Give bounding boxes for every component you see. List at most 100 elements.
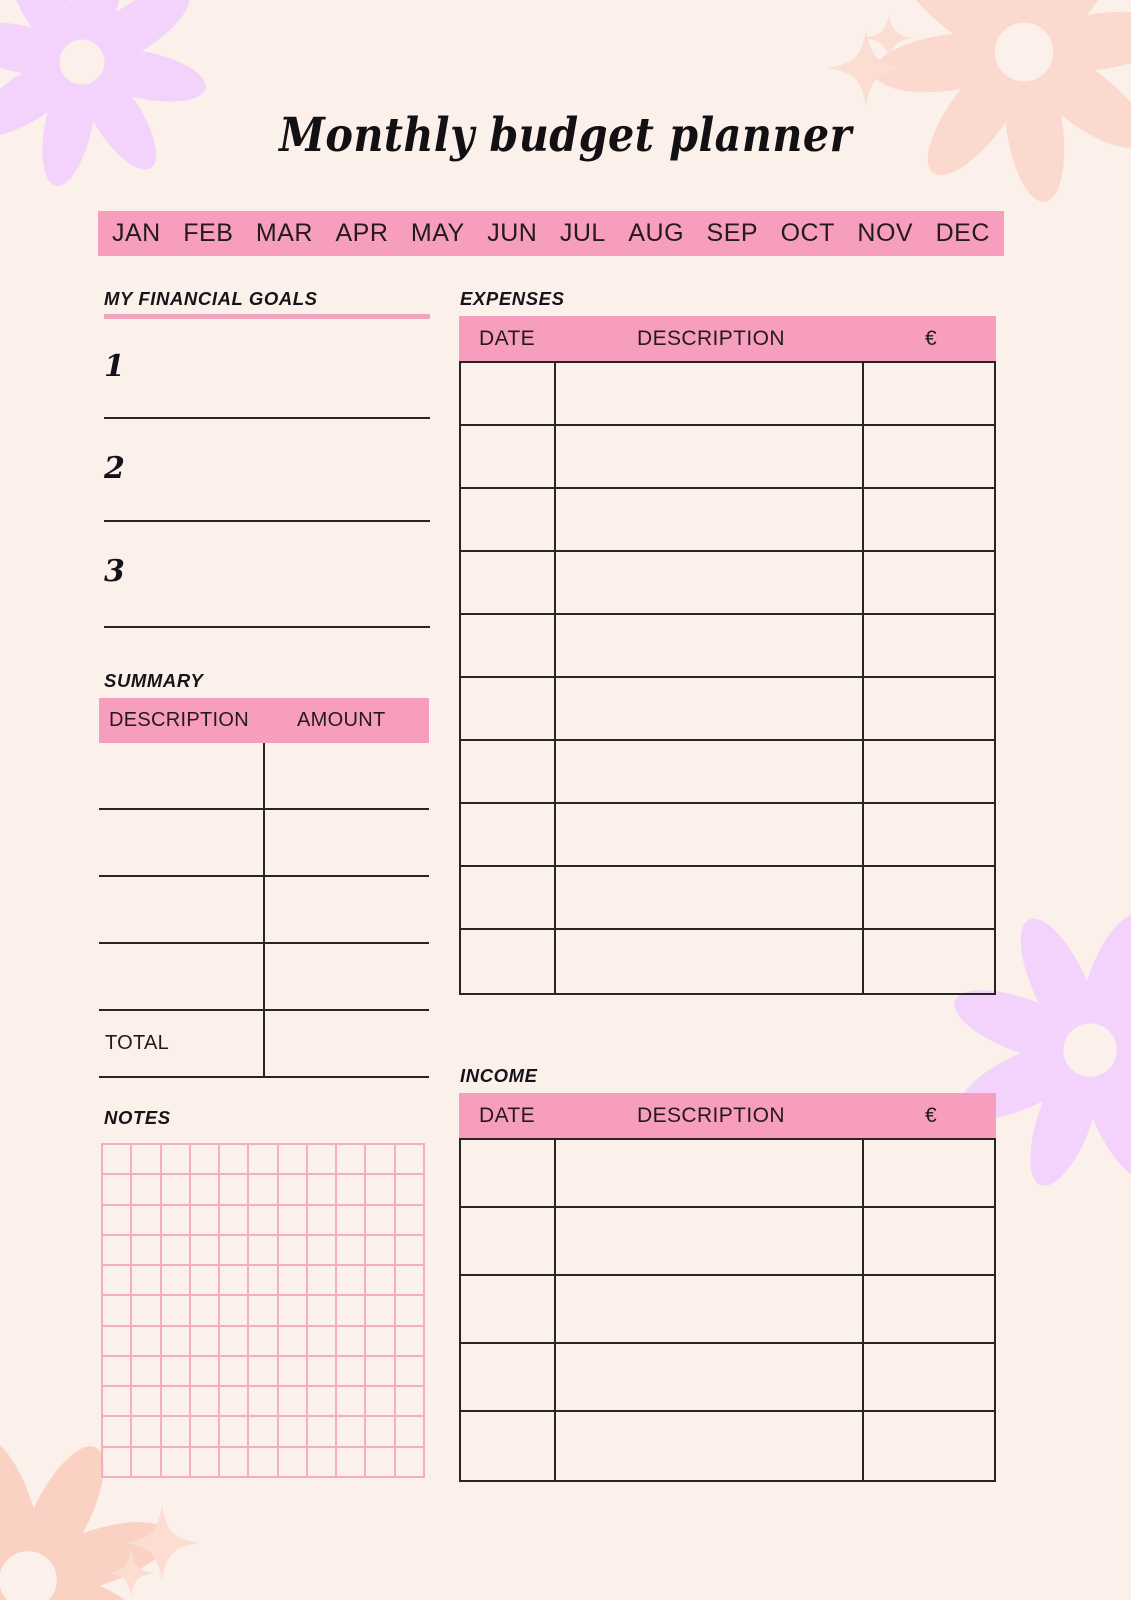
expenses-cell-description[interactable] — [556, 678, 864, 739]
notes-grid-cell[interactable] — [220, 1235, 250, 1267]
income-cell-date[interactable] — [461, 1208, 556, 1274]
notes-grid-cell[interactable] — [132, 1266, 162, 1297]
notes-grid-cell[interactable] — [103, 1296, 133, 1327]
notes-grid-cell[interactable] — [395, 1356, 425, 1388]
notes-grid-cell[interactable] — [132, 1296, 162, 1327]
month-apr[interactable]: APR — [335, 219, 389, 247]
notes-grid-cell[interactable] — [132, 1447, 162, 1478]
expenses-cell-date[interactable] — [461, 363, 556, 424]
table-row[interactable] — [461, 1344, 994, 1412]
notes-grid-cell[interactable] — [249, 1145, 279, 1176]
month-aug[interactable]: AUG — [628, 219, 685, 247]
notes-grid-cell[interactable] — [366, 1356, 396, 1388]
notes-grid-cell[interactable] — [249, 1235, 279, 1267]
notes-grid-cell[interactable] — [337, 1145, 367, 1176]
expenses-cell-date[interactable] — [461, 615, 556, 676]
notes-grid-cell[interactable] — [278, 1296, 308, 1327]
notes-grid-cell[interactable] — [307, 1235, 338, 1267]
notes-grid-cell[interactable] — [220, 1266, 250, 1297]
notes-grid-cell[interactable] — [132, 1205, 162, 1236]
notes-grid-cell[interactable] — [103, 1145, 133, 1176]
income-cell-description[interactable] — [556, 1140, 864, 1206]
notes-grid[interactable] — [101, 1143, 425, 1478]
summary-cell-description[interactable] — [99, 877, 264, 942]
notes-grid-cell[interactable] — [161, 1296, 191, 1327]
notes-grid-cell[interactable] — [220, 1175, 250, 1206]
table-row[interactable] — [461, 615, 994, 678]
notes-grid-cell[interactable] — [161, 1447, 191, 1478]
notes-grid-cell[interactable] — [395, 1235, 425, 1267]
notes-grid-cell[interactable] — [132, 1175, 162, 1206]
notes-grid-cell[interactable] — [278, 1235, 308, 1267]
notes-grid-cell[interactable] — [337, 1387, 367, 1418]
notes-grid-cell[interactable] — [161, 1387, 191, 1418]
notes-grid-cell[interactable] — [190, 1326, 221, 1357]
month-jan[interactable]: JAN — [112, 219, 161, 247]
notes-grid-cell[interactable] — [249, 1387, 279, 1418]
expenses-cell-description[interactable] — [556, 615, 864, 676]
table-row[interactable] — [461, 363, 994, 426]
notes-grid-cell[interactable] — [161, 1175, 191, 1206]
notes-grid-cell[interactable] — [307, 1175, 338, 1206]
expenses-cell-description[interactable] — [556, 426, 864, 487]
notes-grid-cell[interactable] — [249, 1447, 279, 1478]
notes-grid-cell[interactable] — [366, 1145, 396, 1176]
notes-grid-cell[interactable] — [395, 1447, 425, 1478]
expenses-cell-date[interactable] — [461, 426, 556, 487]
notes-grid-cell[interactable] — [337, 1205, 367, 1236]
income-cell-description[interactable] — [556, 1208, 864, 1274]
expenses-cell-description[interactable] — [556, 552, 864, 613]
notes-grid-cell[interactable] — [249, 1175, 279, 1206]
notes-grid-cell[interactable] — [249, 1296, 279, 1327]
notes-grid-cell[interactable] — [307, 1356, 338, 1388]
notes-grid-cell[interactable] — [307, 1296, 338, 1327]
month-may[interactable]: MAY — [410, 219, 465, 247]
notes-grid-cell[interactable] — [103, 1417, 133, 1448]
income-cell-amount[interactable] — [864, 1140, 994, 1206]
expenses-cell-description[interactable] — [556, 363, 864, 424]
expenses-cell-amount[interactable] — [864, 615, 994, 676]
notes-grid-cell[interactable] — [190, 1447, 221, 1478]
notes-grid-cell[interactable] — [220, 1356, 250, 1388]
expenses-cell-date[interactable] — [461, 804, 556, 865]
notes-grid-cell[interactable] — [307, 1145, 338, 1176]
income-cell-description[interactable] — [556, 1412, 864, 1480]
notes-grid-cell[interactable] — [132, 1145, 162, 1176]
table-row[interactable] — [461, 678, 994, 741]
months-selector[interactable]: JAN FEB MAR APR MAY JUN JUL AUG SEP OCT … — [98, 211, 1004, 256]
expenses-cell-date[interactable] — [461, 930, 556, 993]
notes-grid-cell[interactable] — [337, 1235, 367, 1267]
table-row[interactable] — [461, 1208, 994, 1276]
notes-grid-cell[interactable] — [132, 1356, 162, 1388]
notes-grid-cell[interactable] — [249, 1417, 279, 1448]
notes-grid-cell[interactable] — [103, 1205, 133, 1236]
notes-grid-cell[interactable] — [220, 1447, 250, 1478]
notes-grid-cell[interactable] — [220, 1205, 250, 1236]
notes-grid-cell[interactable] — [307, 1447, 338, 1478]
notes-grid-cell[interactable] — [366, 1296, 396, 1327]
notes-grid-cell[interactable] — [307, 1326, 338, 1357]
income-cell-date[interactable] — [461, 1140, 556, 1206]
notes-grid-cell[interactable] — [278, 1145, 308, 1176]
notes-grid-cell[interactable] — [161, 1205, 191, 1236]
notes-grid-cell[interactable] — [249, 1326, 279, 1357]
expenses-cell-description[interactable] — [556, 489, 864, 550]
notes-grid-cell[interactable] — [337, 1417, 367, 1448]
notes-grid-cell[interactable] — [337, 1266, 367, 1297]
summary-cell-amount[interactable] — [264, 877, 429, 942]
summary-cell-amount[interactable] — [264, 743, 429, 808]
income-cell-amount[interactable] — [864, 1208, 994, 1274]
notes-grid-cell[interactable] — [161, 1356, 191, 1388]
notes-grid-cell[interactable] — [395, 1175, 425, 1206]
notes-grid-cell[interactable] — [103, 1387, 133, 1418]
notes-grid-cell[interactable] — [337, 1447, 367, 1478]
notes-grid-cell[interactable] — [220, 1326, 250, 1357]
notes-grid-cell[interactable] — [220, 1417, 250, 1448]
goal-item-2[interactable]: 2 — [104, 454, 430, 484]
income-cell-date[interactable] — [461, 1412, 556, 1480]
income-cell-amount[interactable] — [864, 1344, 994, 1410]
notes-grid-cell[interactable] — [395, 1266, 425, 1297]
expenses-cell-description[interactable] — [556, 930, 864, 993]
summary-cell-amount[interactable] — [264, 944, 429, 1009]
expenses-cell-amount[interactable] — [864, 552, 994, 613]
